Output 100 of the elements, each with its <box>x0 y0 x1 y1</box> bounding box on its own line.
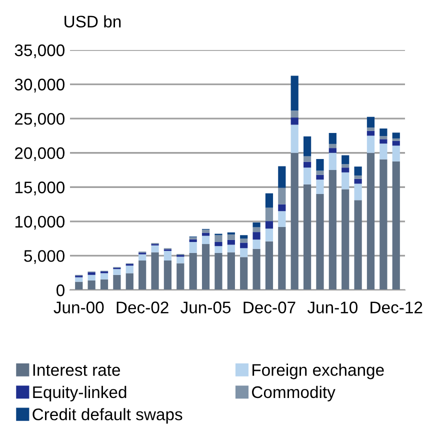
bar <box>354 200 362 290</box>
x-tick-label: Jun-05 <box>180 302 231 314</box>
bar <box>392 132 400 138</box>
bar <box>126 273 134 290</box>
bar <box>354 175 362 179</box>
bar <box>126 266 134 274</box>
bar <box>278 204 286 212</box>
bar <box>75 282 83 290</box>
bar <box>366 127 375 131</box>
bar <box>240 235 248 239</box>
x-tick-label: Dec-02 <box>116 302 168 314</box>
bar <box>214 252 222 290</box>
bar <box>202 244 210 290</box>
y-tick-label: 35,000 <box>14 44 64 58</box>
bar <box>189 252 197 290</box>
bar <box>380 136 388 140</box>
bar <box>380 139 388 144</box>
bar <box>342 164 350 168</box>
bar <box>392 146 400 162</box>
bar <box>88 280 96 290</box>
bar <box>227 240 235 245</box>
bar <box>164 250 172 261</box>
bar <box>202 230 210 233</box>
bar <box>366 130 375 136</box>
bar <box>176 256 184 264</box>
bar <box>366 136 375 153</box>
bar <box>214 246 222 253</box>
legend-label: Credit default swaps <box>32 408 182 424</box>
bar <box>164 260 172 290</box>
bar <box>354 184 362 200</box>
bar <box>100 279 108 290</box>
bar <box>303 162 312 168</box>
bar <box>290 76 298 111</box>
bar <box>278 211 286 227</box>
bar <box>392 138 400 141</box>
bar <box>202 232 210 236</box>
bar <box>252 240 260 249</box>
bar <box>328 132 336 144</box>
x-tick-label: Jun-10 <box>307 302 358 314</box>
bar <box>88 274 96 280</box>
bar <box>380 128 388 136</box>
bar <box>240 242 248 248</box>
bar <box>113 269 121 275</box>
bar <box>290 124 298 153</box>
bar <box>328 170 336 290</box>
bar <box>252 222 260 228</box>
bar <box>252 232 260 240</box>
bar <box>342 172 350 190</box>
legend-label: Commodity <box>252 386 336 402</box>
bar <box>303 168 312 184</box>
legend-label: Equity-linked <box>33 386 126 402</box>
bar <box>316 159 324 171</box>
legend-label: Interest rate <box>33 364 120 376</box>
y-tick-label: 25,000 <box>15 112 64 127</box>
bar <box>240 257 248 290</box>
x-tick-label: Dec-12 <box>370 302 422 314</box>
bar <box>138 254 146 261</box>
bar <box>113 274 121 290</box>
bar <box>100 273 108 280</box>
bar <box>265 221 274 229</box>
bar <box>290 152 298 290</box>
x-tick-label: Jun-00 <box>54 302 104 314</box>
bar <box>240 248 248 258</box>
bar <box>189 242 197 253</box>
bar <box>342 168 350 172</box>
bar <box>328 148 336 153</box>
bar <box>265 228 274 242</box>
bar <box>380 144 388 160</box>
bar <box>265 241 274 290</box>
bar <box>240 238 248 243</box>
bar <box>303 136 312 156</box>
bar <box>342 189 350 290</box>
bar <box>252 227 260 232</box>
bar <box>380 159 388 290</box>
bar <box>75 277 83 282</box>
bar <box>354 166 362 176</box>
x-tick-label: Dec-07 <box>244 302 296 314</box>
bar <box>151 252 159 290</box>
bar <box>316 174 324 180</box>
bar <box>290 118 298 125</box>
legend-label: Foreign exchange <box>252 364 384 380</box>
bar <box>366 152 375 290</box>
y-tick-label: 15,000 <box>15 182 64 196</box>
bar <box>303 184 312 290</box>
bar <box>278 166 286 188</box>
bar <box>227 234 235 240</box>
bar <box>392 161 400 290</box>
bar <box>214 235 222 242</box>
bar <box>176 263 184 290</box>
bar <box>342 155 350 164</box>
bar <box>316 170 324 175</box>
bar <box>278 188 286 204</box>
bar <box>316 194 324 290</box>
bar <box>303 156 312 162</box>
bar <box>328 152 336 170</box>
y-tick-label: 5,000 <box>24 250 64 264</box>
bar <box>278 226 286 290</box>
bar <box>316 180 324 194</box>
bar <box>265 208 274 222</box>
bar <box>138 260 146 290</box>
